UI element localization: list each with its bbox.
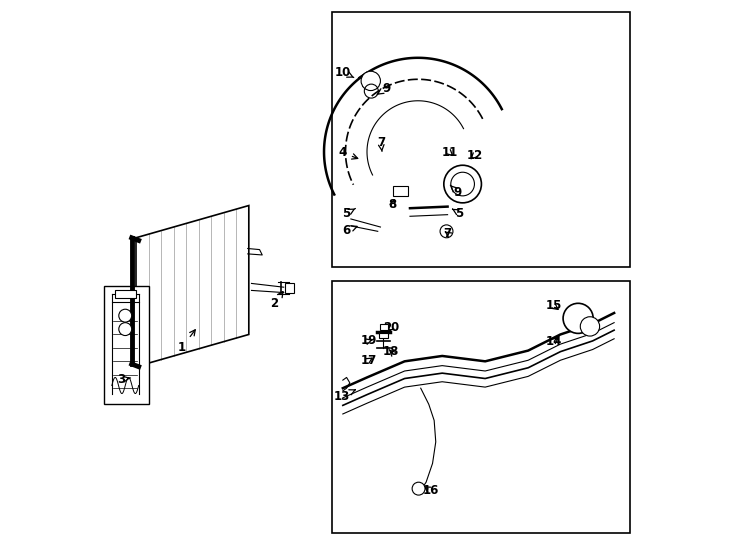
Text: 9: 9 xyxy=(377,82,390,95)
FancyBboxPatch shape xyxy=(285,284,294,293)
Text: 14: 14 xyxy=(545,335,562,348)
Circle shape xyxy=(119,309,131,322)
Circle shape xyxy=(412,482,425,495)
Polygon shape xyxy=(136,206,249,367)
Circle shape xyxy=(444,165,482,203)
Circle shape xyxy=(451,172,474,196)
Circle shape xyxy=(581,317,600,336)
Text: 13: 13 xyxy=(334,390,355,403)
Text: 5: 5 xyxy=(342,207,355,220)
Text: 17: 17 xyxy=(360,354,377,367)
Text: 12: 12 xyxy=(466,149,482,162)
Text: 10: 10 xyxy=(335,66,354,79)
Circle shape xyxy=(119,322,131,335)
FancyBboxPatch shape xyxy=(379,333,388,338)
FancyBboxPatch shape xyxy=(332,281,631,533)
Text: 6: 6 xyxy=(343,224,357,237)
FancyBboxPatch shape xyxy=(332,12,631,267)
FancyBboxPatch shape xyxy=(115,291,136,299)
Text: 8: 8 xyxy=(389,198,397,211)
Text: 5: 5 xyxy=(452,207,464,220)
Text: 19: 19 xyxy=(360,334,377,347)
Circle shape xyxy=(361,71,380,91)
Text: 4: 4 xyxy=(338,146,357,159)
Circle shape xyxy=(563,303,593,333)
Text: 20: 20 xyxy=(384,321,400,334)
Text: 3: 3 xyxy=(117,373,131,386)
Text: 9: 9 xyxy=(451,185,462,199)
Text: 7: 7 xyxy=(377,136,385,151)
Text: 11: 11 xyxy=(442,146,458,159)
FancyBboxPatch shape xyxy=(393,186,408,196)
Text: 18: 18 xyxy=(383,345,399,358)
Text: 7: 7 xyxy=(443,227,452,240)
Text: 1: 1 xyxy=(178,330,195,354)
Text: 16: 16 xyxy=(422,484,439,497)
FancyBboxPatch shape xyxy=(380,323,388,330)
Text: 2: 2 xyxy=(271,292,283,310)
Text: 15: 15 xyxy=(545,300,562,313)
FancyBboxPatch shape xyxy=(103,286,150,404)
